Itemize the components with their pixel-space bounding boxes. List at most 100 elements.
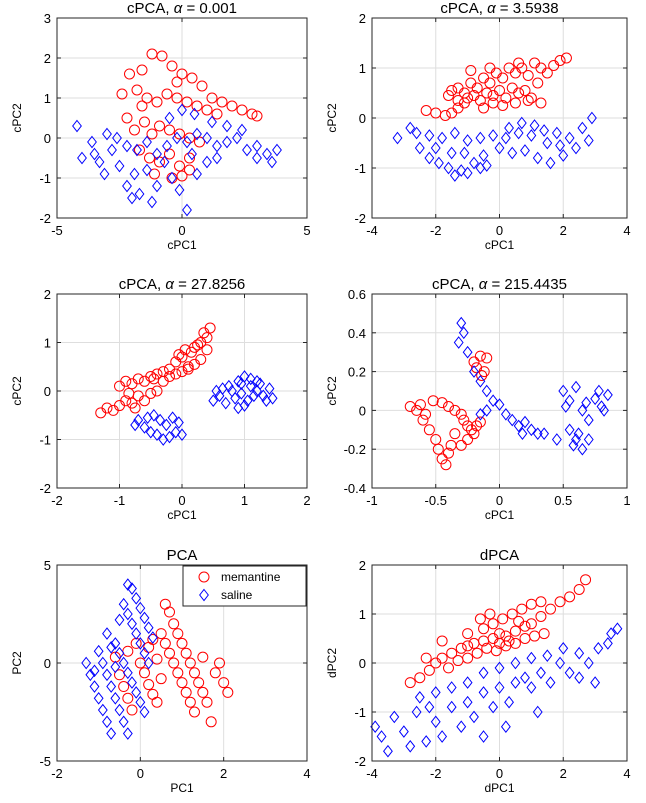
chart-panel-5: -2 0 2 4 -5 0 5 PCA PC1 PC2 memantine saline bbox=[10, 547, 311, 795]
data-point-memantine bbox=[440, 459, 452, 471]
data-point-memantine bbox=[136, 100, 148, 112]
y-axis-label: PC2 bbox=[10, 651, 24, 675]
data-point-saline bbox=[142, 411, 153, 424]
data-point-memantine bbox=[564, 591, 576, 603]
data-point-saline bbox=[122, 607, 133, 621]
data-point-saline bbox=[462, 134, 473, 147]
data-point-saline bbox=[430, 141, 441, 155]
data-point-saline bbox=[424, 700, 435, 714]
data-point-saline bbox=[192, 127, 202, 141]
data-point-saline bbox=[252, 374, 262, 388]
data-point-saline bbox=[456, 720, 467, 734]
data-point-saline bbox=[89, 147, 100, 161]
data-point-memantine bbox=[458, 414, 470, 426]
data-point-saline bbox=[481, 404, 492, 417]
x-tick-label: 2 bbox=[560, 766, 567, 781]
data-point-saline bbox=[97, 656, 108, 670]
data-point-memantine bbox=[478, 102, 490, 114]
data-point-memantine bbox=[522, 95, 534, 106]
data-point-saline bbox=[164, 111, 175, 125]
data-point-memantine bbox=[176, 677, 188, 689]
data-point-saline bbox=[159, 155, 170, 169]
data-point-saline bbox=[118, 656, 129, 670]
data-point-saline bbox=[574, 671, 585, 685]
data-point-saline bbox=[110, 691, 121, 705]
data-point-saline bbox=[133, 413, 144, 427]
data-point-saline bbox=[475, 131, 486, 145]
data-point-saline bbox=[517, 427, 528, 440]
data-point-memantine bbox=[474, 416, 486, 428]
data-point-saline bbox=[127, 676, 137, 689]
data-point-saline bbox=[212, 139, 222, 153]
data-point-saline bbox=[118, 715, 129, 729]
data-point-saline bbox=[147, 195, 157, 209]
data-point-memantine bbox=[446, 647, 458, 659]
data-point-memantine bbox=[180, 686, 192, 698]
data-point-memantine bbox=[176, 637, 188, 649]
data-point-saline bbox=[89, 680, 100, 693]
y-tick-label: -1 bbox=[39, 433, 51, 448]
data-point-saline bbox=[545, 156, 556, 170]
data-point-memantine bbox=[455, 439, 467, 451]
data-point-saline bbox=[581, 396, 592, 409]
data-point-saline bbox=[478, 730, 489, 743]
data-point-memantine bbox=[462, 92, 474, 104]
data-point-memantine bbox=[216, 96, 228, 108]
data-point-saline bbox=[170, 425, 181, 439]
data-point-saline bbox=[458, 326, 469, 340]
data-point-saline bbox=[220, 396, 231, 410]
data-point-memantine bbox=[132, 373, 144, 385]
data-point-memantine bbox=[462, 652, 474, 664]
data-point-saline bbox=[217, 382, 228, 395]
data-point-saline bbox=[555, 656, 565, 670]
data-point-saline bbox=[564, 666, 575, 680]
data-point-memantine bbox=[474, 350, 486, 362]
data-point-saline bbox=[469, 365, 479, 378]
data-point-memantine bbox=[201, 104, 213, 116]
data-point-memantine bbox=[197, 651, 209, 663]
data-point-saline bbox=[207, 115, 217, 129]
data-point-saline bbox=[526, 681, 537, 694]
y-tick-label: 2 bbox=[359, 558, 366, 573]
x-tick-label: -2 bbox=[51, 766, 63, 781]
data-point-memantine bbox=[176, 170, 188, 182]
data-point-memantine bbox=[184, 132, 195, 144]
data-point-memantine bbox=[195, 353, 207, 365]
data-point-memantine bbox=[226, 100, 238, 112]
data-point-saline bbox=[571, 141, 581, 155]
data-point-saline bbox=[129, 167, 140, 181]
data-point-memantine bbox=[436, 453, 448, 465]
data-point-memantine bbox=[236, 104, 248, 116]
x-tick-label: -4 bbox=[366, 766, 378, 781]
data-point-saline bbox=[177, 428, 187, 441]
data-point-memantine bbox=[147, 633, 159, 645]
data-point-memantine bbox=[519, 85, 531, 96]
data-point-saline bbox=[245, 372, 256, 386]
chart-panel-1: -5 0 5 -2 -1 0 1 2 3 cPCA, α = 0.001 cPC1 cPC2 bbox=[10, 0, 311, 252]
data-point-memantine bbox=[476, 369, 488, 381]
data-point-saline bbox=[102, 127, 112, 141]
data-point-memantine bbox=[500, 92, 512, 104]
data-point-saline bbox=[212, 151, 222, 165]
data-point-memantine bbox=[246, 108, 258, 120]
data-point-saline bbox=[475, 407, 486, 421]
data-point-memantine bbox=[497, 72, 509, 84]
data-point-memantine bbox=[427, 395, 439, 407]
y-tick-label: 0 bbox=[44, 131, 51, 146]
data-point-memantine bbox=[417, 414, 429, 426]
chart-title: cPCA, α = 3.5938 bbox=[440, 0, 558, 17]
data-point-memantine bbox=[139, 395, 150, 407]
data-point-memantine bbox=[171, 92, 183, 104]
data-point-memantine bbox=[164, 363, 175, 375]
legend-marker-memantine bbox=[198, 571, 210, 583]
data-point-saline bbox=[167, 171, 177, 185]
data-point-saline bbox=[446, 146, 457, 160]
data-point-memantine bbox=[173, 349, 185, 361]
data-point-saline bbox=[520, 144, 530, 157]
data-point-memantine bbox=[420, 652, 432, 664]
data-point-memantine bbox=[462, 434, 474, 445]
data-point-saline bbox=[122, 727, 133, 740]
data-point-saline bbox=[139, 611, 150, 625]
